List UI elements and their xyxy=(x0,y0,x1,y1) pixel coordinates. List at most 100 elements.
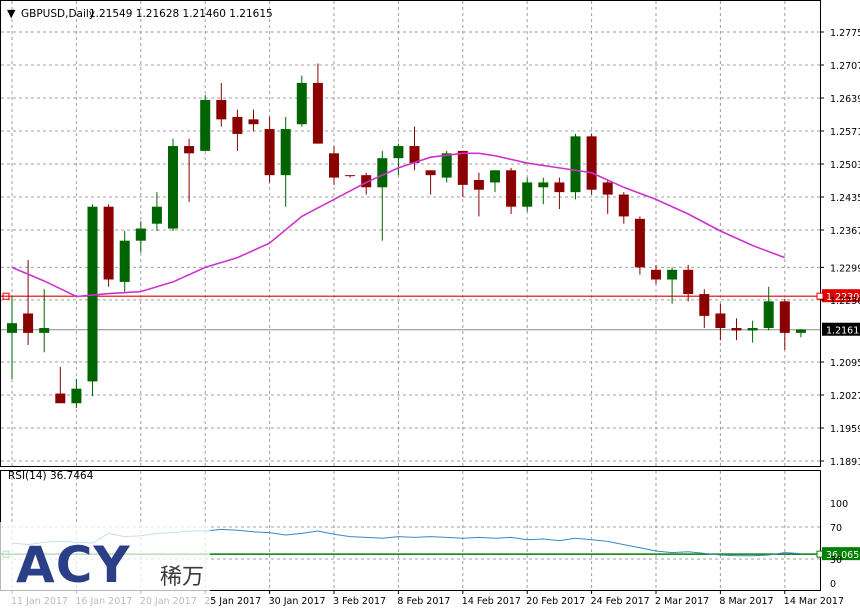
candle-bear xyxy=(586,136,597,190)
candle-bear xyxy=(618,194,629,217)
price-panel-border xyxy=(0,0,821,467)
time-tick-label: 3 Feb 2017 xyxy=(333,596,386,607)
time-tick-label: 2 Mar 2017 xyxy=(655,596,709,607)
candle-bull xyxy=(119,240,130,282)
hline-anchor-icon xyxy=(2,292,10,300)
price-tick-label: 1.25030 xyxy=(830,160,860,171)
symbol-dropdown-icon[interactable]: ▼ xyxy=(7,7,16,20)
candle-bull xyxy=(538,182,549,188)
ohlc-readout: 1.21549 1.21628 1.21460 1.21615 xyxy=(89,8,273,20)
candle-bull xyxy=(393,146,404,159)
candle-bear xyxy=(264,129,275,176)
candle-bull xyxy=(795,329,806,333)
moving-average xyxy=(11,152,786,298)
candle-bull xyxy=(763,301,774,329)
price-tick-label: 1.24350 xyxy=(830,193,860,204)
panel-borders xyxy=(0,0,821,591)
time-tick-label: 14 Feb 2017 xyxy=(462,596,521,607)
acy-logo-chinese: 稀万 xyxy=(160,565,205,590)
candle-bear xyxy=(312,82,323,144)
rsi-level-tag xyxy=(822,547,860,561)
symbol-label: GBPUSD,Daily xyxy=(21,8,95,20)
candle-bull xyxy=(747,328,758,331)
candle-bear xyxy=(779,301,790,333)
price-tick-label: 1.25710 xyxy=(830,127,860,138)
candle-bear xyxy=(216,99,227,120)
candle-bull xyxy=(667,269,678,280)
candle-bull xyxy=(570,136,581,193)
candle-bear xyxy=(651,269,661,280)
candle-bear xyxy=(731,328,742,331)
candle-bear xyxy=(184,146,195,154)
time-tick-label: 20 Feb 2017 xyxy=(526,596,585,607)
candles xyxy=(7,63,806,409)
candle-bear xyxy=(554,182,565,193)
candle-bull xyxy=(296,82,307,125)
candle-bear xyxy=(409,146,420,164)
candle-bear xyxy=(683,269,694,295)
time-tick-label: 8 Mar 2017 xyxy=(719,596,773,607)
rsi-tick-label: 100 xyxy=(830,499,848,510)
grid xyxy=(1,1,820,590)
rsi-level-label: 36.0659 xyxy=(826,550,860,561)
candle-bull xyxy=(168,146,178,229)
candle-bear xyxy=(23,313,34,333)
price-tick-label: 1.26390 xyxy=(830,94,860,105)
price-tick-label: 1.27750 xyxy=(830,28,860,39)
price-tick-label: 1.22990 xyxy=(830,263,860,274)
candle-bull xyxy=(377,158,388,188)
price-tick-label: 1.19590 xyxy=(830,424,860,435)
candle-bull xyxy=(87,206,98,382)
candle-bull xyxy=(39,328,50,333)
candle-bear xyxy=(425,170,436,176)
candle-bear xyxy=(329,153,339,178)
time-tick-label: 14 Mar 2017 xyxy=(784,596,844,607)
candle-bear xyxy=(232,116,243,134)
candle-bear xyxy=(473,180,484,190)
time-tick-label: 30 Jan 2017 xyxy=(269,596,326,607)
price-axis: 1.27750 1.27070 1.26390 1.25710 1.25030 1.243… xyxy=(820,28,860,590)
candle-bear xyxy=(457,150,468,185)
rsi-label: RSI(14) 36.7464 xyxy=(8,470,94,482)
candle-bull xyxy=(441,153,452,178)
candle-bull xyxy=(280,129,291,176)
time-tick-label: 25 Jan 2017 xyxy=(204,596,261,607)
candle-bear xyxy=(103,206,114,280)
time-tick-label: 24 Feb 2017 xyxy=(591,596,650,607)
candle-bear xyxy=(55,393,66,404)
candle-bull xyxy=(135,228,146,241)
candle-bull xyxy=(490,170,500,183)
candle-bear xyxy=(715,313,726,329)
candle-bull xyxy=(522,182,533,207)
candle-bull xyxy=(7,323,17,333)
rsi-tick-label: 30 xyxy=(830,555,842,566)
current-price-label: 1.21615 xyxy=(826,326,860,337)
candle-bull xyxy=(71,388,82,404)
candle-bear xyxy=(361,175,372,188)
candle-bear xyxy=(699,294,710,316)
candle-bull xyxy=(200,99,211,151)
candle-bear xyxy=(345,175,356,177)
price-tick-label: 1.23670 xyxy=(830,226,860,237)
hline-anchor-icon xyxy=(816,292,824,300)
price-tick-label: 1.20270 xyxy=(830,391,860,402)
acy-logo-watermark xyxy=(0,522,210,611)
price-tick-label: 1.20950 xyxy=(830,358,860,369)
rsi-tick-label: 0 xyxy=(830,579,836,590)
candle-bear xyxy=(602,182,613,195)
candle-bear xyxy=(248,119,259,125)
time-tick-label: 8 Feb 2017 xyxy=(397,596,450,607)
candle-bear xyxy=(506,170,517,207)
acy-logo-text: ACY xyxy=(16,536,131,594)
horizontal-lines: 1.22306 1.21615 xyxy=(1,289,860,337)
rsi-tick-label: 70 xyxy=(830,523,842,534)
candle-bull xyxy=(151,206,162,224)
moving-average-line xyxy=(11,152,786,298)
price-tick-label: 1.22306 xyxy=(830,296,860,307)
candle-bear xyxy=(634,218,645,268)
current-price-tag xyxy=(822,322,860,336)
hline-price-label: 1.22306 xyxy=(826,292,860,303)
